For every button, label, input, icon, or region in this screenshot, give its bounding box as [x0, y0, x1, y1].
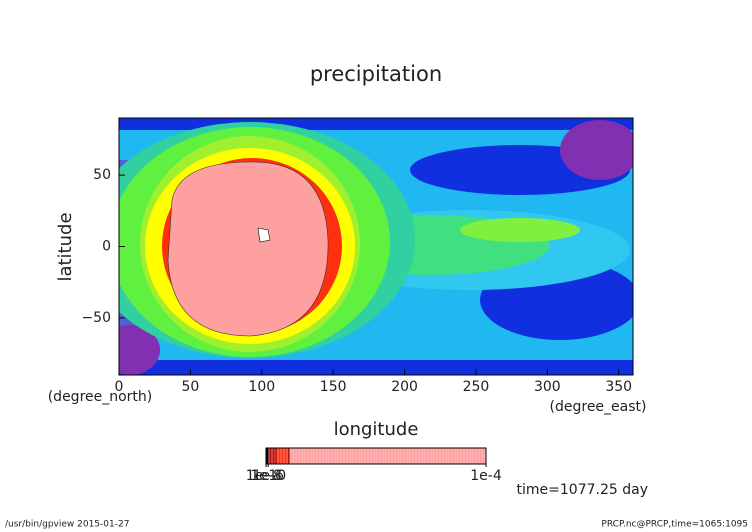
colorbar-label: 1e-4: [470, 468, 502, 484]
chart-title: precipitation: [310, 62, 442, 86]
annotation: time=1077.25 day: [517, 482, 648, 498]
colorbar-label: 1e-8: [250, 468, 281, 484]
x-tick-label: 300: [534, 379, 561, 395]
x-tick-label: 50: [181, 379, 199, 395]
x-units: (degree_east): [550, 399, 647, 415]
x-tick-label: 100: [248, 379, 275, 395]
contour-field: [118, 117, 634, 376]
x-tick-label: 350: [605, 379, 632, 395]
y-tick-label: −50: [81, 310, 111, 326]
colorbar-segment: [288, 447, 487, 465]
y-axis-title: latitude: [55, 212, 76, 281]
colorbar-label: 1e-10: [246, 468, 286, 484]
x-tick-label: 0: [115, 379, 124, 395]
x-tick-label: 150: [320, 379, 347, 395]
y-tick-label: 0: [102, 239, 111, 255]
footer-left: /usr/bin/gpview 2015-01-27: [5, 520, 129, 530]
colorbar-frame: [265, 447, 487, 465]
x-axis-title: longitude: [334, 419, 419, 440]
y-tick-label: 50: [93, 167, 111, 183]
colorbar-label: 1e-6: [252, 468, 284, 484]
x-tick-label: 200: [391, 379, 418, 395]
y-units: (degree_north): [48, 389, 153, 405]
x-tick-label: 250: [463, 379, 490, 395]
footer-right: PRCP.nc@PRCP,time=1065:1095: [601, 520, 748, 530]
